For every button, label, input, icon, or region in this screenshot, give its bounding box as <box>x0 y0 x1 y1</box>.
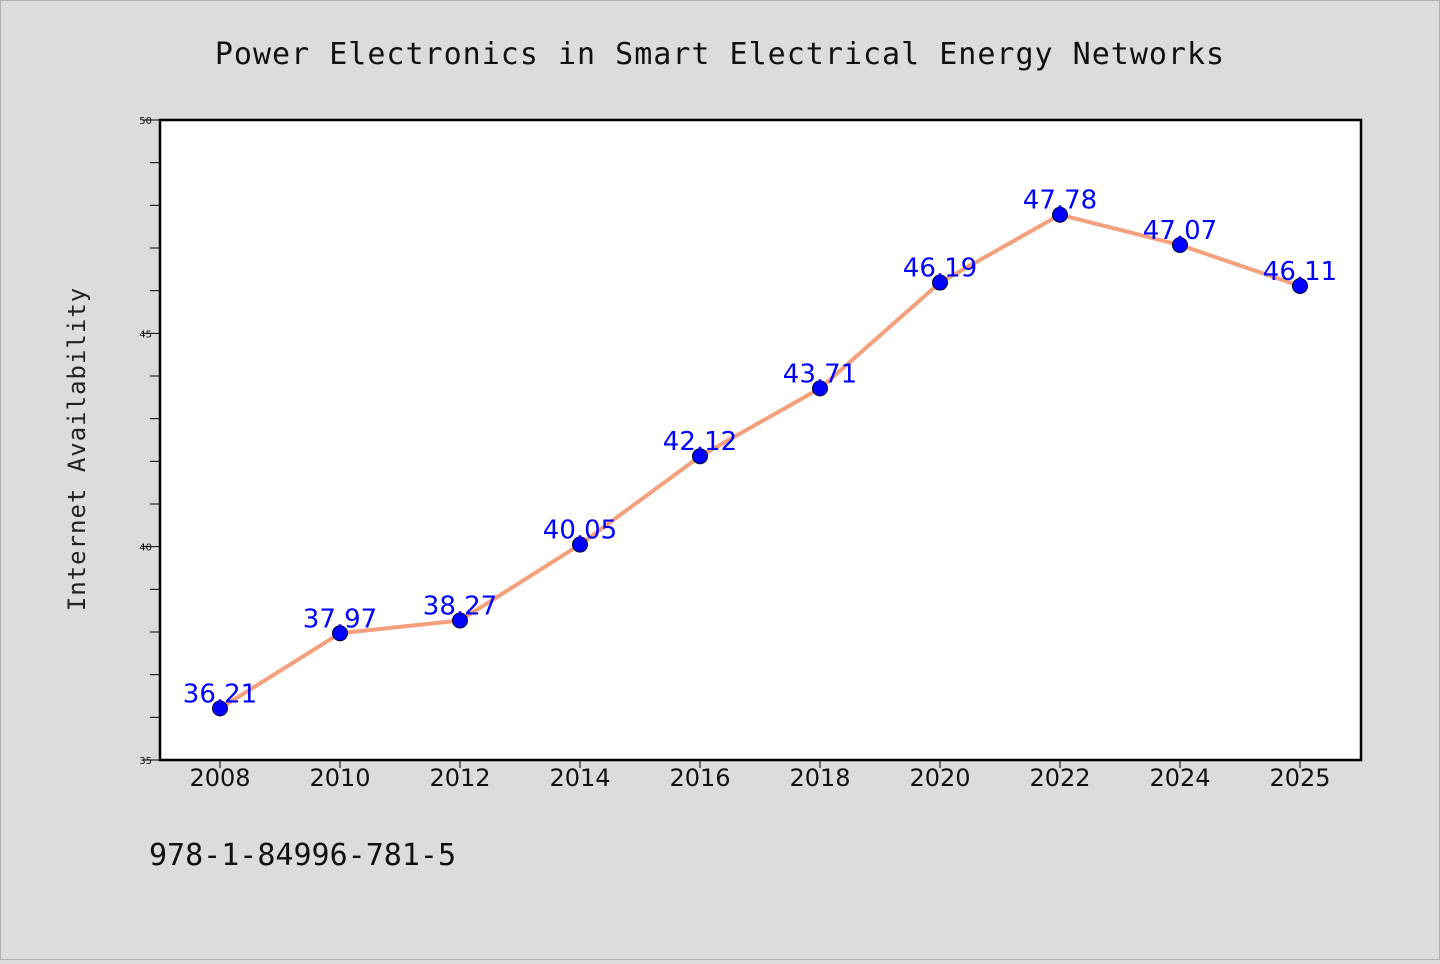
series-layer: 36.21 37.97 38.27 40.05 42.12 43.71 46.19 47.78… <box>183 186 1337 717</box>
y-tick-label: 50 <box>139 116 152 127</box>
x-tick-label: 2014 <box>549 764 610 792</box>
isbn-annotation: 978-1-84996-781-5 <box>149 838 456 873</box>
data-label: 38.27 <box>423 591 497 621</box>
data-point <box>812 380 828 397</box>
data-point <box>1292 277 1308 294</box>
data-label: 40.05 <box>543 516 617 546</box>
data-label: 47.07 <box>1143 216 1217 246</box>
data-point <box>212 700 228 717</box>
data-label: 42.12 <box>663 427 737 457</box>
data-label: 46.11 <box>1263 257 1337 287</box>
y-tick-label: 35 <box>139 756 152 767</box>
data-point <box>452 612 468 629</box>
x-tick-label: 2024 <box>1149 764 1210 792</box>
data-point <box>932 274 948 291</box>
data-point <box>1052 206 1068 223</box>
x-tick-label: 2022 <box>1029 764 1090 792</box>
data-label: 36.21 <box>183 679 257 709</box>
y-tick-label: 40 <box>139 543 152 554</box>
x-tick-label: 2025 <box>1269 764 1330 792</box>
data-point <box>1172 237 1188 254</box>
plot-area <box>158 118 1363 762</box>
x-tick-label: 2012 <box>429 764 490 792</box>
x-tick-label: 2010 <box>309 764 370 792</box>
x-axis: 2008 2010 2012 2014 2016 2018 2020 2022 2024 2025 <box>189 760 1331 792</box>
x-tick-label: 2008 <box>189 764 250 792</box>
x-tick-label: 2016 <box>669 764 730 792</box>
x-tick-label: 2018 <box>789 764 850 792</box>
chart-title: Power Electronics in Smart Electrical En… <box>215 37 1225 72</box>
y-tick-label: 45 <box>139 329 152 340</box>
data-point <box>692 448 708 465</box>
data-point <box>332 625 348 642</box>
data-label: 37.97 <box>303 604 377 634</box>
x-tick-label: 2020 <box>909 764 970 792</box>
series-line <box>218 212 1301 711</box>
y-axis-label: Internet Availability <box>63 287 91 611</box>
data-point <box>572 536 588 553</box>
data-label: 46.19 <box>903 254 977 284</box>
y-axis: 35 40 45 50 <box>139 116 160 767</box>
data-label: 43.71 <box>783 359 857 389</box>
data-label: 47.78 <box>1023 186 1097 216</box>
